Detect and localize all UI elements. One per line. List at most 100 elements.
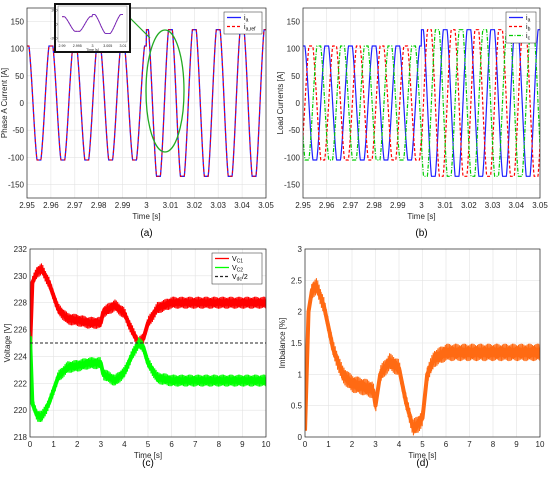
legend-entry: VC2 bbox=[232, 265, 243, 274]
caption: (b) bbox=[415, 228, 427, 239]
x-tick-label: 2 bbox=[350, 440, 355, 449]
x-tick-label: 4 bbox=[122, 440, 127, 449]
x-tick-label: 3.05 bbox=[258, 201, 274, 210]
x-axis-label: Time [s] bbox=[408, 451, 436, 460]
x-axis-label: Time [s] bbox=[407, 212, 435, 221]
x-tick-label: 3 bbox=[419, 201, 424, 210]
x-tick-label: 0 bbox=[28, 440, 33, 449]
x-tick-label: 0 bbox=[303, 440, 308, 449]
y-tick-label: 0.5 bbox=[291, 402, 303, 411]
axes-frame bbox=[26, 7, 267, 199]
series-line-ib bbox=[303, 29, 540, 177]
y-tick-label: 220 bbox=[14, 406, 28, 415]
y-tick-label: -150 bbox=[284, 180, 301, 189]
y-tick-label: 100 bbox=[11, 45, 25, 54]
x-tick-label: 2.96 bbox=[319, 201, 335, 210]
caption: (c) bbox=[142, 458, 154, 469]
x-tick-label: 3.03 bbox=[485, 201, 501, 210]
x-tick-label: 9 bbox=[514, 440, 519, 449]
y-tick-label: 1 bbox=[298, 370, 303, 379]
y-tick-label: 50 bbox=[15, 72, 24, 81]
y-tick-label: 226 bbox=[14, 326, 28, 335]
x-tick-label: 2.99 bbox=[390, 201, 406, 210]
legend-entry: ib bbox=[526, 24, 531, 33]
y-axis-label: Imbalance [%] bbox=[278, 318, 287, 369]
x-axis-label: Time [s] bbox=[134, 451, 162, 460]
inset-x-tick-label: 3 bbox=[92, 44, 94, 48]
legend-entry: ia bbox=[244, 15, 249, 24]
x-tick-label: 3 bbox=[144, 201, 149, 210]
inset-x-tick-label: 3.01 bbox=[120, 44, 127, 48]
y-tick-label: -100 bbox=[8, 153, 25, 162]
x-tick-label: 10 bbox=[536, 440, 545, 449]
x-tick-label: 6 bbox=[169, 440, 174, 449]
x-tick-label: 3.04 bbox=[234, 201, 250, 210]
inset-y-tick-label: 0 bbox=[56, 23, 58, 27]
x-tick-label: 3.01 bbox=[437, 201, 453, 210]
y-tick-label: -100 bbox=[284, 153, 301, 162]
y-tick-label: 0 bbox=[20, 99, 25, 108]
series-line-ia-ref bbox=[27, 29, 266, 177]
inset-x-tick-label: 2.995 bbox=[73, 44, 82, 48]
x-tick-label: 5 bbox=[146, 440, 151, 449]
series-line-ia bbox=[303, 29, 540, 177]
x-tick-label: 2.98 bbox=[91, 201, 107, 210]
y-axis-label: Phase A Current [A] bbox=[0, 68, 9, 138]
chart-4: 0 1 2 3 4 5 6 7 8 9 10 0 0.5 1 1.5 2 2.5 3 Time [s] Imbalan… bbox=[278, 245, 545, 469]
y-tick-label: 50 bbox=[291, 72, 300, 81]
x-tick-label: 2.97 bbox=[343, 201, 359, 210]
axes-frame bbox=[302, 7, 541, 199]
x-tick-label: 6 bbox=[444, 440, 449, 449]
x-tick-label: 3.04 bbox=[509, 201, 525, 210]
series-group bbox=[303, 29, 540, 177]
y-axis-label: Load Currents [A] bbox=[276, 72, 285, 135]
x-tick-label: 2 bbox=[75, 440, 80, 449]
y-tick-label: 228 bbox=[14, 299, 28, 308]
series-line-VC1-band bbox=[30, 267, 266, 350]
y-tick-label: -50 bbox=[12, 126, 24, 135]
x-tick-label: 2.96 bbox=[43, 201, 59, 210]
y-tick-label: 1.5 bbox=[291, 339, 303, 348]
x-tick-label: 8 bbox=[217, 440, 222, 449]
y-tick-label: 150 bbox=[11, 18, 25, 27]
series-group bbox=[27, 29, 266, 177]
inset-y-tick-label: -200 bbox=[50, 37, 57, 41]
legend-entry: ia bbox=[526, 15, 531, 24]
x-tick-label: 3.05 bbox=[532, 201, 548, 210]
chart-3: 0 1 2 3 4 5 6 7 8 9 10 218 220 222 224 226 228 230 232 Time… bbox=[3, 245, 271, 469]
x-tick-label: 8 bbox=[491, 440, 496, 449]
inset-x-tick-label: 2.99 bbox=[59, 44, 66, 48]
y-tick-label: 3 bbox=[298, 245, 303, 254]
legend-entry: ic bbox=[526, 33, 531, 42]
zoom-connector bbox=[127, 15, 151, 39]
y-tick-label: 218 bbox=[14, 433, 28, 442]
x-tick-label: 2.99 bbox=[115, 201, 131, 210]
x-tick-label: 3 bbox=[99, 440, 104, 449]
x-tick-label: 5 bbox=[420, 440, 425, 449]
y-tick-label: 100 bbox=[287, 45, 301, 54]
y-tick-label: 2.5 bbox=[291, 276, 303, 285]
x-tick-label: 7 bbox=[193, 440, 198, 449]
x-tick-label: 4 bbox=[397, 440, 402, 449]
series-group bbox=[305, 278, 540, 436]
x-tick-label: 3.02 bbox=[461, 201, 477, 210]
inset-y-tick-label: 200 bbox=[52, 9, 58, 13]
y-tick-label: 0 bbox=[296, 99, 301, 108]
axes-frame bbox=[304, 248, 541, 438]
x-tick-label: 1 bbox=[326, 440, 331, 449]
axes-frame bbox=[29, 248, 267, 438]
chart-2: 2.95 2.96 2.97 2.98 2.99 3 3.01 3.02 3.03 3.04 3.0… bbox=[276, 7, 548, 239]
inset-x-axis-label: Time [s] bbox=[86, 48, 99, 52]
x-tick-label: 10 bbox=[262, 440, 271, 449]
x-tick-label: 9 bbox=[240, 440, 245, 449]
x-tick-label: 2.95 bbox=[295, 201, 311, 210]
legend-entry: Vdc/2 bbox=[232, 274, 248, 283]
caption: (a) bbox=[140, 228, 152, 239]
y-tick-label: 222 bbox=[14, 379, 28, 388]
legend-entry: ia,ref bbox=[244, 24, 256, 33]
y-tick-label: -50 bbox=[288, 126, 300, 135]
series-line-VC2-band bbox=[30, 336, 266, 419]
chart-1: 2.95 2.96 2.97 2.98 2.99 3 3.01 3.02 3.03 3.04 3.0… bbox=[0, 3, 274, 239]
inset-x-tick-label: 3.005 bbox=[103, 44, 112, 48]
